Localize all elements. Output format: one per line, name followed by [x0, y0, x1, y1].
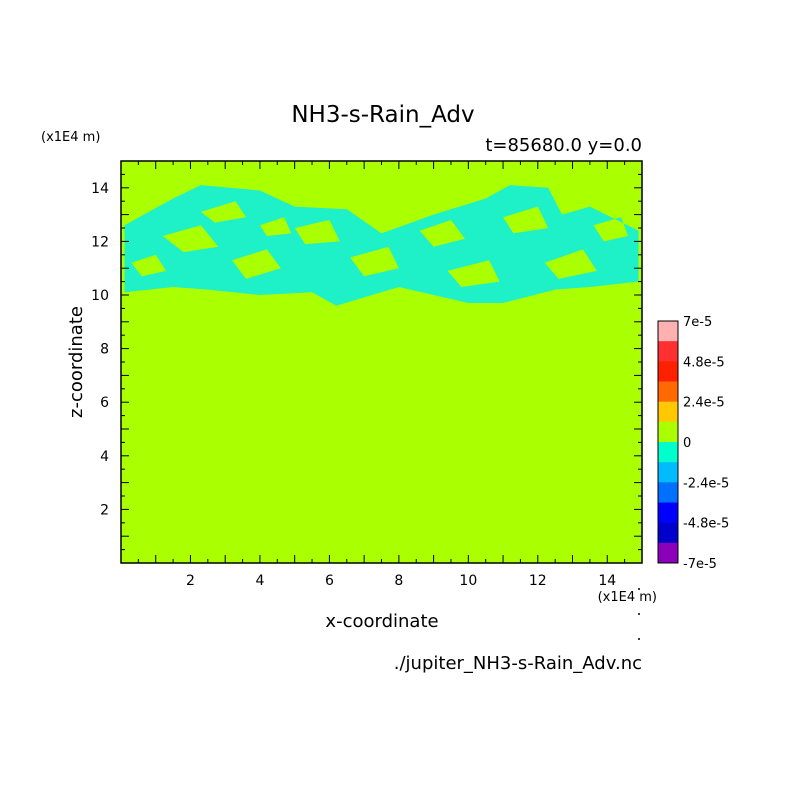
x-tick-label: 8: [394, 573, 403, 589]
y-unit-label: (x1E4 m): [41, 130, 100, 145]
colorbar-label: 7e-5: [683, 315, 712, 330]
x-tick-label: 10: [459, 573, 477, 589]
negative-region: [124, 185, 639, 306]
chart-subtitle: t=85680.0 y=0.0: [485, 135, 642, 156]
colorbar-swatch: [658, 542, 678, 564]
colorbar-label: -7e-5: [683, 557, 717, 572]
colorbar-label: 2.4e-5: [683, 396, 725, 411]
y-axis: 2 4 6 8 10 12 14: [91, 160, 642, 551]
colorbar-label: -2.4e-5: [683, 476, 729, 491]
y-tick-label: 2: [100, 502, 109, 518]
x-axis: 2 4 6 8 10 12 14: [137, 161, 643, 589]
colorbar-swatch: [658, 522, 678, 544]
colorbar-swatch: [658, 361, 678, 382]
colorbar-frame: [657, 320, 679, 564]
colorbar-swatch: [658, 482, 678, 503]
plot-area: [121, 161, 642, 563]
colorbar: 7e-5 4.8e-5 2.4e-5 0 -2.4e-5 -4.8e-5 -7e-5: [657, 315, 729, 572]
footer-filename: ./jupiter_NH3-s-Rain_Adv.nc: [394, 653, 642, 674]
colorbar-swatch: [658, 462, 678, 483]
y-tick-label: 10: [91, 288, 109, 304]
colorbar-swatch: [658, 442, 678, 463]
x-tick-label: 6: [325, 573, 334, 589]
colorbar-swatch: [658, 321, 678, 342]
y-tick-label: 14: [91, 181, 109, 197]
y-tick-label: 4: [100, 449, 109, 465]
chart-title: NH3-s-Rain_Adv: [291, 102, 474, 128]
x-axis-label: x-coordinate: [325, 611, 438, 632]
colorbar-label: -4.8e-5: [683, 517, 729, 532]
x-tick-label: 14: [598, 573, 616, 589]
x-tick-label: 12: [529, 573, 547, 589]
colorbar-swatch: [658, 401, 678, 423]
x-tick-label: 4: [255, 573, 264, 589]
y-tick-label: 8: [100, 342, 109, 358]
colorbar-swatch: [658, 381, 678, 402]
corner-marks: [638, 588, 640, 640]
x-tick-label: 2: [186, 573, 195, 589]
colorbar-swatch: [658, 341, 678, 362]
y-axis-label: z-coordinate: [66, 306, 87, 418]
y-tick-label: 12: [91, 234, 109, 250]
colorbar-swatch: [658, 421, 678, 443]
y-tick-label: 6: [100, 395, 109, 411]
colorbar-label: 0: [683, 436, 691, 451]
x-unit-label: (x1E4 m): [598, 590, 657, 605]
colorbar-label: 4.8e-5: [683, 355, 725, 370]
colorbar-swatch: [658, 502, 678, 523]
